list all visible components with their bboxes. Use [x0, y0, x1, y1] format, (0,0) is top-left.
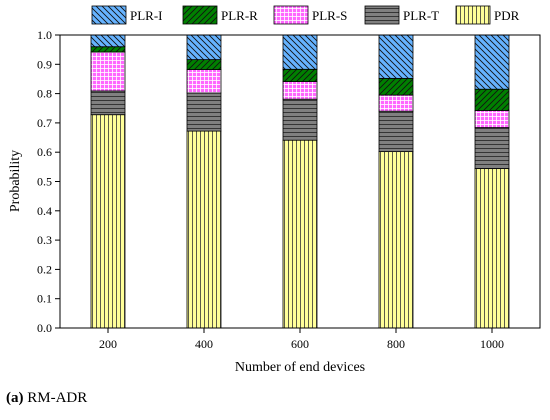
bar-segment-plr-i-800 — [378, 34, 414, 79]
stacked-bar-chart: 0.0 0.1 0.2 0.3 0.4 0.5 0.6 0.7 0.8 0.9 1.0 200 400 6… — [8, 5, 541, 375]
x-axis-title: Number of end devices — [235, 360, 365, 375]
y-tick-label: 0.5 — [37, 175, 52, 189]
legend-swatch-plr-i — [91, 5, 127, 25]
legend-swatch-plr-r — [182, 5, 218, 25]
bar-segment-plr-i-200 — [90, 34, 126, 48]
legend-swatch-plr-s — [273, 5, 309, 25]
legend-label-plr-t: PLR-T — [403, 8, 439, 23]
bar-segment-plr-r-800 — [378, 77, 414, 96]
y-tick-label: 0.7 — [37, 116, 52, 130]
y-tick-label: 0.0 — [37, 321, 52, 335]
bar-segment-plr-s-400 — [186, 69, 222, 94]
y-axis-title: Probability — [8, 150, 23, 212]
legend-swatch-plr-t — [364, 5, 400, 25]
legend-label-pdr: PDR — [494, 8, 520, 23]
bar-segment-plr-r-600 — [282, 68, 318, 82]
y-tick-label: 0.1 — [37, 292, 52, 306]
legend-label-plr-r: PLR-R — [221, 8, 258, 23]
bar-segment-plr-t-1000 — [474, 127, 510, 170]
bar-segment-plr-s-200 — [90, 51, 126, 92]
bar-segment-plr-t-600 — [282, 98, 318, 141]
bar-segment-plr-t-800 — [378, 110, 414, 153]
bar-segment-pdr-1000 — [474, 168, 510, 329]
x-tick-label: 400 — [195, 337, 213, 351]
y-tick-label: 0.9 — [37, 57, 52, 71]
bar-segment-plr-s-800 — [378, 94, 414, 112]
y-tick-label: 0.3 — [37, 233, 52, 247]
bar-segment-plr-i-600 — [282, 34, 318, 70]
bar-segment-plr-r-1000 — [474, 88, 510, 111]
y-tick-label: 1.0 — [37, 28, 52, 42]
y-tick-label: 0.6 — [37, 145, 52, 159]
y-tick-label: 0.4 — [37, 204, 52, 218]
x-tick-label: 600 — [291, 337, 309, 351]
x-tick-label: 200 — [99, 337, 117, 351]
bar-segment-pdr-200 — [90, 114, 126, 329]
bar-segment-plr-s-1000 — [474, 110, 510, 128]
bar-segment-plr-r-400 — [186, 59, 222, 70]
bar-segment-pdr-400 — [186, 130, 222, 329]
legend-swatch-pdr — [455, 5, 491, 25]
bar-segment-plr-i-1000 — [474, 34, 510, 90]
bar-segment-plr-i-400 — [186, 34, 222, 61]
caption-text: RM-ADR — [27, 390, 88, 406]
legend-label-plr-i: PLR-I — [130, 8, 163, 23]
figure-caption: (a) RM-ADR — [6, 390, 87, 407]
y-tick-label: 0.2 — [37, 262, 52, 276]
bar-segment-plr-s-600 — [282, 81, 318, 100]
y-tick-label: 0.8 — [37, 87, 52, 101]
bar-segment-plr-t-400 — [186, 92, 222, 132]
x-tick-label: 800 — [387, 337, 405, 351]
bar-segment-plr-r-200 — [90, 46, 126, 53]
bar-segment-pdr-800 — [378, 151, 414, 329]
legend-label-plr-s: PLR-S — [312, 8, 347, 23]
caption-tag: (a) — [6, 390, 24, 406]
bar-segment-plr-t-200 — [90, 90, 126, 116]
bar-segment-pdr-600 — [282, 139, 318, 329]
x-tick-label: 1000 — [480, 337, 504, 351]
